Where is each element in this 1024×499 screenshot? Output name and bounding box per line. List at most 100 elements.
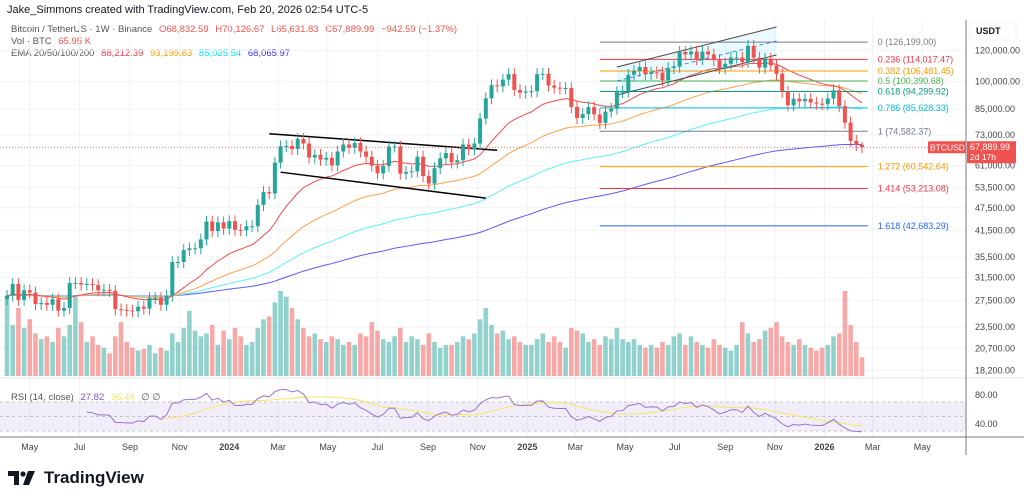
volume-bar — [477, 319, 483, 376]
candle-body — [284, 145, 289, 147]
candle-body — [22, 290, 27, 300]
candle-body — [329, 157, 334, 166]
candle-body — [381, 165, 386, 174]
volume-bar — [21, 327, 27, 376]
candle-body — [711, 54, 716, 61]
volume-bar — [563, 347, 568, 376]
volume-bar — [124, 342, 129, 376]
candle — [632, 65, 636, 81]
candle — [506, 68, 511, 86]
price-tick-label: 31,500.00 — [975, 272, 1015, 282]
candle — [814, 96, 819, 110]
volume-bar — [557, 342, 563, 376]
volume-legend[interactable]: Vol · BTC 65.95 K — [11, 36, 95, 47]
volume-bar — [266, 316, 272, 376]
ema-label: EMA 20/50/100/200 — [11, 48, 95, 59]
ema-legend[interactable]: EMA 20/50/100/200 88,212.39 93,199.83 85… — [11, 48, 294, 59]
candle — [637, 61, 642, 77]
candle-body — [837, 90, 842, 107]
candle — [329, 151, 334, 172]
candle — [677, 46, 682, 73]
candle — [255, 199, 260, 233]
candle-body — [455, 160, 460, 163]
candle-body — [666, 67, 671, 81]
candle — [238, 224, 243, 237]
volume-bar — [489, 325, 494, 376]
symbol-tag-label: BTCUSDT — [930, 143, 970, 153]
candle — [215, 216, 220, 238]
candle — [221, 216, 226, 235]
candle — [375, 159, 380, 180]
volume-bar — [443, 344, 449, 376]
candle-body — [278, 146, 283, 163]
volume-bar — [506, 339, 511, 376]
candle — [751, 39, 756, 64]
rsi-extra: ∅ ∅ — [141, 392, 161, 403]
symbol-legend[interactable]: Bitcoin / TetherUS · 1W · Binance O68,83… — [11, 24, 461, 35]
volume-bar — [398, 327, 403, 376]
candle-body — [227, 221, 232, 229]
candle-body — [614, 92, 619, 109]
rsi-legend[interactable]: RSI (14, close) 27.82 36.44 ∅ ∅ — [11, 392, 165, 403]
candle-body — [518, 89, 522, 93]
candle-body — [706, 51, 711, 55]
volume-bar — [620, 339, 625, 376]
price-tick-label: 27,500.00 — [975, 295, 1015, 305]
price-tick-label: 35,500.00 — [975, 252, 1015, 262]
volume-bar — [221, 330, 226, 376]
candle-body — [147, 297, 152, 309]
candle — [495, 79, 500, 93]
ema20-value: 88,212.39 — [101, 48, 144, 59]
volume-bar — [238, 336, 243, 376]
volume-bar — [335, 339, 340, 376]
candle-body — [626, 74, 631, 92]
candle — [307, 137, 312, 164]
candle-body — [369, 156, 374, 166]
candle-body — [546, 73, 551, 86]
candle — [130, 304, 135, 318]
candle — [158, 292, 163, 311]
volume-bar — [654, 347, 660, 376]
candle-body — [557, 87, 562, 89]
candle — [734, 51, 739, 64]
volume-bar — [831, 336, 836, 376]
volume-bar — [859, 357, 865, 376]
volume-bar — [175, 342, 181, 376]
candle-body — [723, 63, 728, 69]
volume-bar — [312, 333, 318, 376]
volume-bar — [73, 296, 78, 376]
volume-bar — [152, 353, 158, 376]
candle — [854, 135, 859, 152]
candle-body — [597, 114, 602, 123]
candle — [181, 244, 186, 269]
candle — [295, 133, 300, 156]
volume-bar — [306, 336, 312, 376]
volume-bar — [751, 342, 756, 376]
candle-body — [449, 153, 454, 163]
volume-bar — [791, 344, 796, 376]
candle-body — [295, 138, 300, 149]
candle-body — [204, 221, 209, 240]
candle-body — [96, 285, 101, 291]
volume-bar — [415, 339, 420, 376]
fib-level-label: 1.414 (53,213.08) — [878, 184, 949, 194]
candle — [597, 108, 602, 129]
time-tick-label: Nov — [172, 442, 189, 452]
time-tick-label: Sep — [420, 442, 436, 452]
credit-line: Jake_Simmons created with TradingView.co… — [7, 4, 369, 16]
candle-body — [694, 51, 699, 60]
candle — [837, 84, 842, 113]
volume-bar — [734, 344, 739, 376]
candle-body — [660, 72, 665, 81]
volume-bar — [130, 347, 135, 376]
fib-retracement: 0 (126,199.00) 0.236 (114,017.47) 0.382 (1… — [599, 37, 954, 231]
candle — [198, 233, 203, 255]
volume-bar — [683, 344, 688, 376]
candle — [39, 297, 44, 311]
candle-body — [272, 162, 277, 194]
candle-body — [153, 297, 158, 299]
volume-bar — [420, 344, 426, 376]
candle-body — [164, 295, 169, 305]
